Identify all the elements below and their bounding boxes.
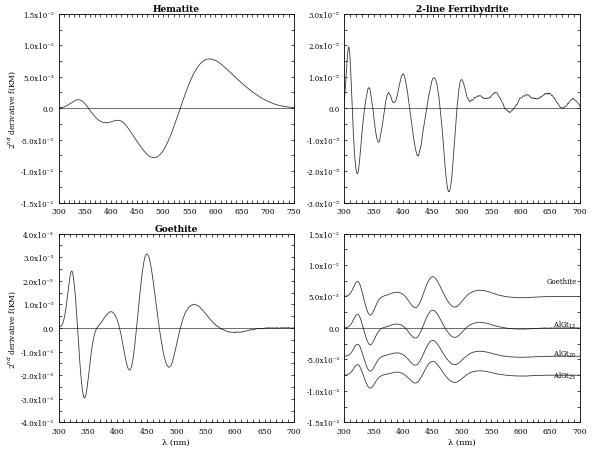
Text: AlGt$_{25}$: AlGt$_{25}$ <box>553 370 577 381</box>
Text: AlGt$_{20}$: AlGt$_{20}$ <box>553 348 577 359</box>
Text: AlGt$_{12}$: AlGt$_{12}$ <box>553 319 577 331</box>
X-axis label: λ (nm): λ (nm) <box>162 438 190 446</box>
Y-axis label: 2$^{nd}$ derivative f(KM): 2$^{nd}$ derivative f(KM) <box>5 289 18 368</box>
Title: 2-line Ferrihydrite: 2-line Ferrihydrite <box>416 5 509 14</box>
Text: Goethite: Goethite <box>546 277 577 285</box>
Title: Goethite: Goethite <box>155 224 198 233</box>
Title: Hematite: Hematite <box>153 5 200 14</box>
X-axis label: λ (nm): λ (nm) <box>448 438 476 446</box>
Y-axis label: 2$^{nd}$ derivative f(KM): 2$^{nd}$ derivative f(KM) <box>5 69 18 148</box>
